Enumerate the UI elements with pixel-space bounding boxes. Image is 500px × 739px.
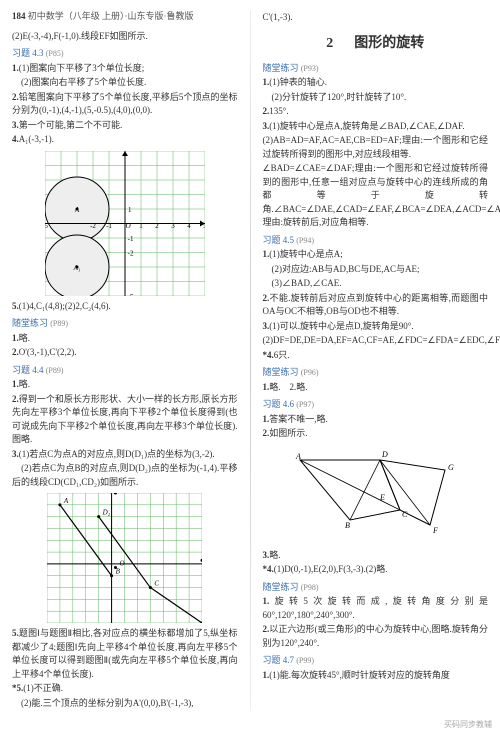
- text-item: 3.略.: [263, 549, 489, 563]
- text-item: 1.(1)图案向下平移了3个单位长度;: [12, 62, 238, 76]
- text-item: 1.旋转5次旋转而成,旋转角度分别是60°,120°,180°,240°,300…: [263, 595, 489, 622]
- section-name: 图形的旋转: [354, 36, 424, 51]
- text-item: (2)图案向右平移了5个单位长度.: [12, 76, 238, 90]
- top-continuation: C'(1,-3).: [263, 11, 489, 25]
- svg-text:D₂: D₂: [102, 509, 111, 517]
- svg-text:F: F: [432, 526, 438, 535]
- text-item: 1.略.: [12, 378, 238, 392]
- right-block2: 3.略.*4.(1)D(0,-1),E(2,0),F(3,-3).(2)略. 随堂…: [263, 549, 489, 683]
- svg-text:G: G: [448, 463, 454, 472]
- text-item: 2.铅笔图案向下平移了5个单位长度,平移后5个顶点的坐标分别为(0,-1),(4…: [12, 91, 238, 118]
- text-item: (2)若点C为点B的对应点,则D(D₂)点的坐标为(-1,4).平移后的线段CD…: [12, 462, 238, 489]
- left-block2: 5.(1)4,C₁(4,8);(2)2,C₂(4,6).随堂练习 (P89)1.…: [12, 300, 238, 490]
- figure-grid-circles: AA₁xy12345O-1-2-5-1-21-5: [45, 151, 205, 296]
- svg-text:A: A: [63, 497, 69, 505]
- subsection-label: 习题 4.4 (P89): [12, 364, 238, 378]
- text-item: 5.题图Ⅰ与题图Ⅱ相比,各对应点的横坐标都增加了5,纵坐标都减少了4;题图Ⅰ先向…: [12, 627, 238, 681]
- text-item: 1.(1)钟表的轴心.: [263, 76, 489, 90]
- text-item: 3.第一个可能,第二个不可能.: [12, 119, 238, 133]
- page-header: 184 初中数学（八年级 上册）·山东专版·鲁教版: [12, 10, 238, 24]
- text-item: *5.(1)不正确.: [12, 682, 238, 696]
- subsection-label: 习题 4.5 (P94): [263, 234, 489, 248]
- text-item: 1.(1)旋转中心是点A;: [263, 248, 489, 262]
- svg-text:A: A: [74, 206, 80, 214]
- svg-text:A₁: A₁: [72, 264, 80, 272]
- svg-text:-5: -5: [127, 293, 133, 296]
- text-item: (3)∠BAD,∠CAE.: [263, 277, 489, 291]
- svg-text:D: D: [381, 450, 388, 459]
- text-item: (2)对应边:AB与AD,BC与DE,AC与AE;: [263, 263, 489, 277]
- svg-text:1: 1: [128, 206, 132, 214]
- svg-text:4: 4: [187, 221, 191, 229]
- subsection-label: 习题 4.7 (P99): [263, 654, 489, 668]
- svg-text:-1: -1: [127, 235, 133, 243]
- section-number: 2: [326, 36, 333, 51]
- right-block1: 随堂练习 (P93)1.(1)钟表的轴心. (2)分针旋转了120°,时针旋转了…: [263, 62, 489, 441]
- svg-text:A: A: [295, 452, 301, 461]
- svg-text:5: 5: [203, 221, 205, 229]
- text-item: (2)AB=AD=AF,AC=AE,CB=ED=AF;理由:一个图形和它经过旋转…: [263, 134, 489, 161]
- text-item: (2)DF=DE,DE=DA,EF=AC,CF=AE,∠FDC=∠FDA=∠ED…: [263, 334, 489, 348]
- svg-text:O: O: [120, 559, 125, 567]
- text-item: 3.(1)旋转中心是点A,旋转角是∠BAD,∠CAE,∠DAF.: [263, 120, 489, 134]
- text-item: (2)E(-3,-4),F(-1,0).线段EF如图所示.: [12, 30, 238, 44]
- subsection-label: 随堂练习 (P96): [263, 366, 489, 380]
- svg-text:O: O: [125, 221, 130, 229]
- text-item: 1.略. 2.略.: [263, 381, 489, 395]
- text-item: 3.(1)可以.旋转中心是点D,旋转角是90°.: [263, 320, 489, 334]
- text-item: 4.A₁(-3,-1).: [12, 133, 238, 147]
- text-item: (2)分针旋转了120°,时针旋转了10°.: [263, 91, 489, 105]
- text-item: *4.(1)D(0,-1),E(2,0),F(3,-3).(2)略.: [263, 563, 489, 577]
- text-item: 2.135°.: [263, 105, 489, 119]
- svg-text:C: C: [402, 510, 408, 519]
- subsection-label: 随堂练习 (P93): [263, 62, 489, 76]
- text-item: *4.6只.: [263, 349, 489, 363]
- left-block1: (2)E(-3,-4),F(-1,0).线段EF如图所示. 习题 4.3 (P85…: [12, 30, 238, 147]
- text-item: 2.如图所示.: [263, 427, 489, 441]
- text-item: 2.不能.旋转前后对应点到旋转中心的距离相等,而题图中OA与OC不相等,OB与O…: [263, 292, 489, 319]
- subsection-label: 随堂练习 (P98): [263, 581, 489, 595]
- subsection-label: 习题 4.3 (P85): [12, 47, 238, 61]
- subsection-label: 习题 4.6 (P97): [263, 398, 489, 412]
- text-item: ∠BAD=∠CAE=∠DAF;理由:一个图形和它经过旋转所得到的图形中,任意一组…: [263, 162, 489, 230]
- text-item: 2.O'(3,-1),C'(2,2).: [12, 346, 238, 360]
- figure-polygon: A D B C G E F: [290, 445, 460, 545]
- text-item: (2)能.三个顶点的坐标分别为A'(0,0),B'(-1,-3),: [12, 697, 238, 711]
- section-title: 2 图形的旋转: [263, 33, 489, 54]
- figure-grid-segments: ABD₂CD₁Oxy: [47, 493, 202, 623]
- svg-text:1: 1: [139, 221, 143, 229]
- book-title: 初中数学（八年级 上册）·山东专版·鲁教版: [28, 11, 194, 21]
- column-divider: [250, 10, 251, 711]
- svg-text:-2: -2: [127, 249, 133, 257]
- page-number: 184: [12, 11, 26, 21]
- subsection-label: 随堂练习 (P89): [12, 317, 238, 331]
- svg-text:-5: -5: [45, 221, 48, 229]
- svg-text:C: C: [155, 580, 160, 588]
- watermark: 买码同步教辅: [444, 719, 492, 731]
- text-item: 5.(1)4,C₁(4,8);(2)2,C₂(4,6).: [12, 300, 238, 314]
- text-item: 3.(1)若点C为点A的对应点,则D(D₁)点的坐标为(3,-2).: [12, 448, 238, 462]
- text-item: 1.(1)能.每次旋转45°,顺时针旋转对应的旋转角度: [263, 669, 489, 683]
- svg-text:3: 3: [171, 221, 175, 229]
- left-column: 184 初中数学（八年级 上册）·山东专版·鲁教版 (2)E(-3,-4),F(…: [12, 10, 238, 711]
- svg-text:E: E: [379, 493, 385, 502]
- svg-text:B: B: [345, 521, 350, 530]
- svg-text:-2: -2: [90, 221, 96, 229]
- svg-text:-1: -1: [106, 221, 112, 229]
- text-item: 1.略.: [12, 332, 238, 346]
- text-item: 1.答案不唯一,略.: [263, 413, 489, 427]
- text-item: 2.得到一个和原长方形形状、大小一样的长方形,原长方形先向左平移3个单位长度,再…: [12, 393, 238, 447]
- page: 184 初中数学（八年级 上册）·山东专版·鲁教版 (2)E(-3,-4),F(…: [0, 0, 500, 721]
- left-block3: 5.题图Ⅰ与题图Ⅱ相比,各对应点的横坐标都增加了5,纵坐标都减少了4;题图Ⅰ先向…: [12, 627, 238, 710]
- svg-text:2: 2: [155, 221, 159, 229]
- right-column: C'(1,-3). 2 图形的旋转 随堂练习 (P93)1.(1)钟表的轴心. …: [263, 10, 489, 711]
- svg-text:B: B: [116, 568, 121, 576]
- text-item: 2.以正六边形(或三角形)的中心为旋转中心,图略.旋转角分别为120°,240°…: [263, 623, 489, 650]
